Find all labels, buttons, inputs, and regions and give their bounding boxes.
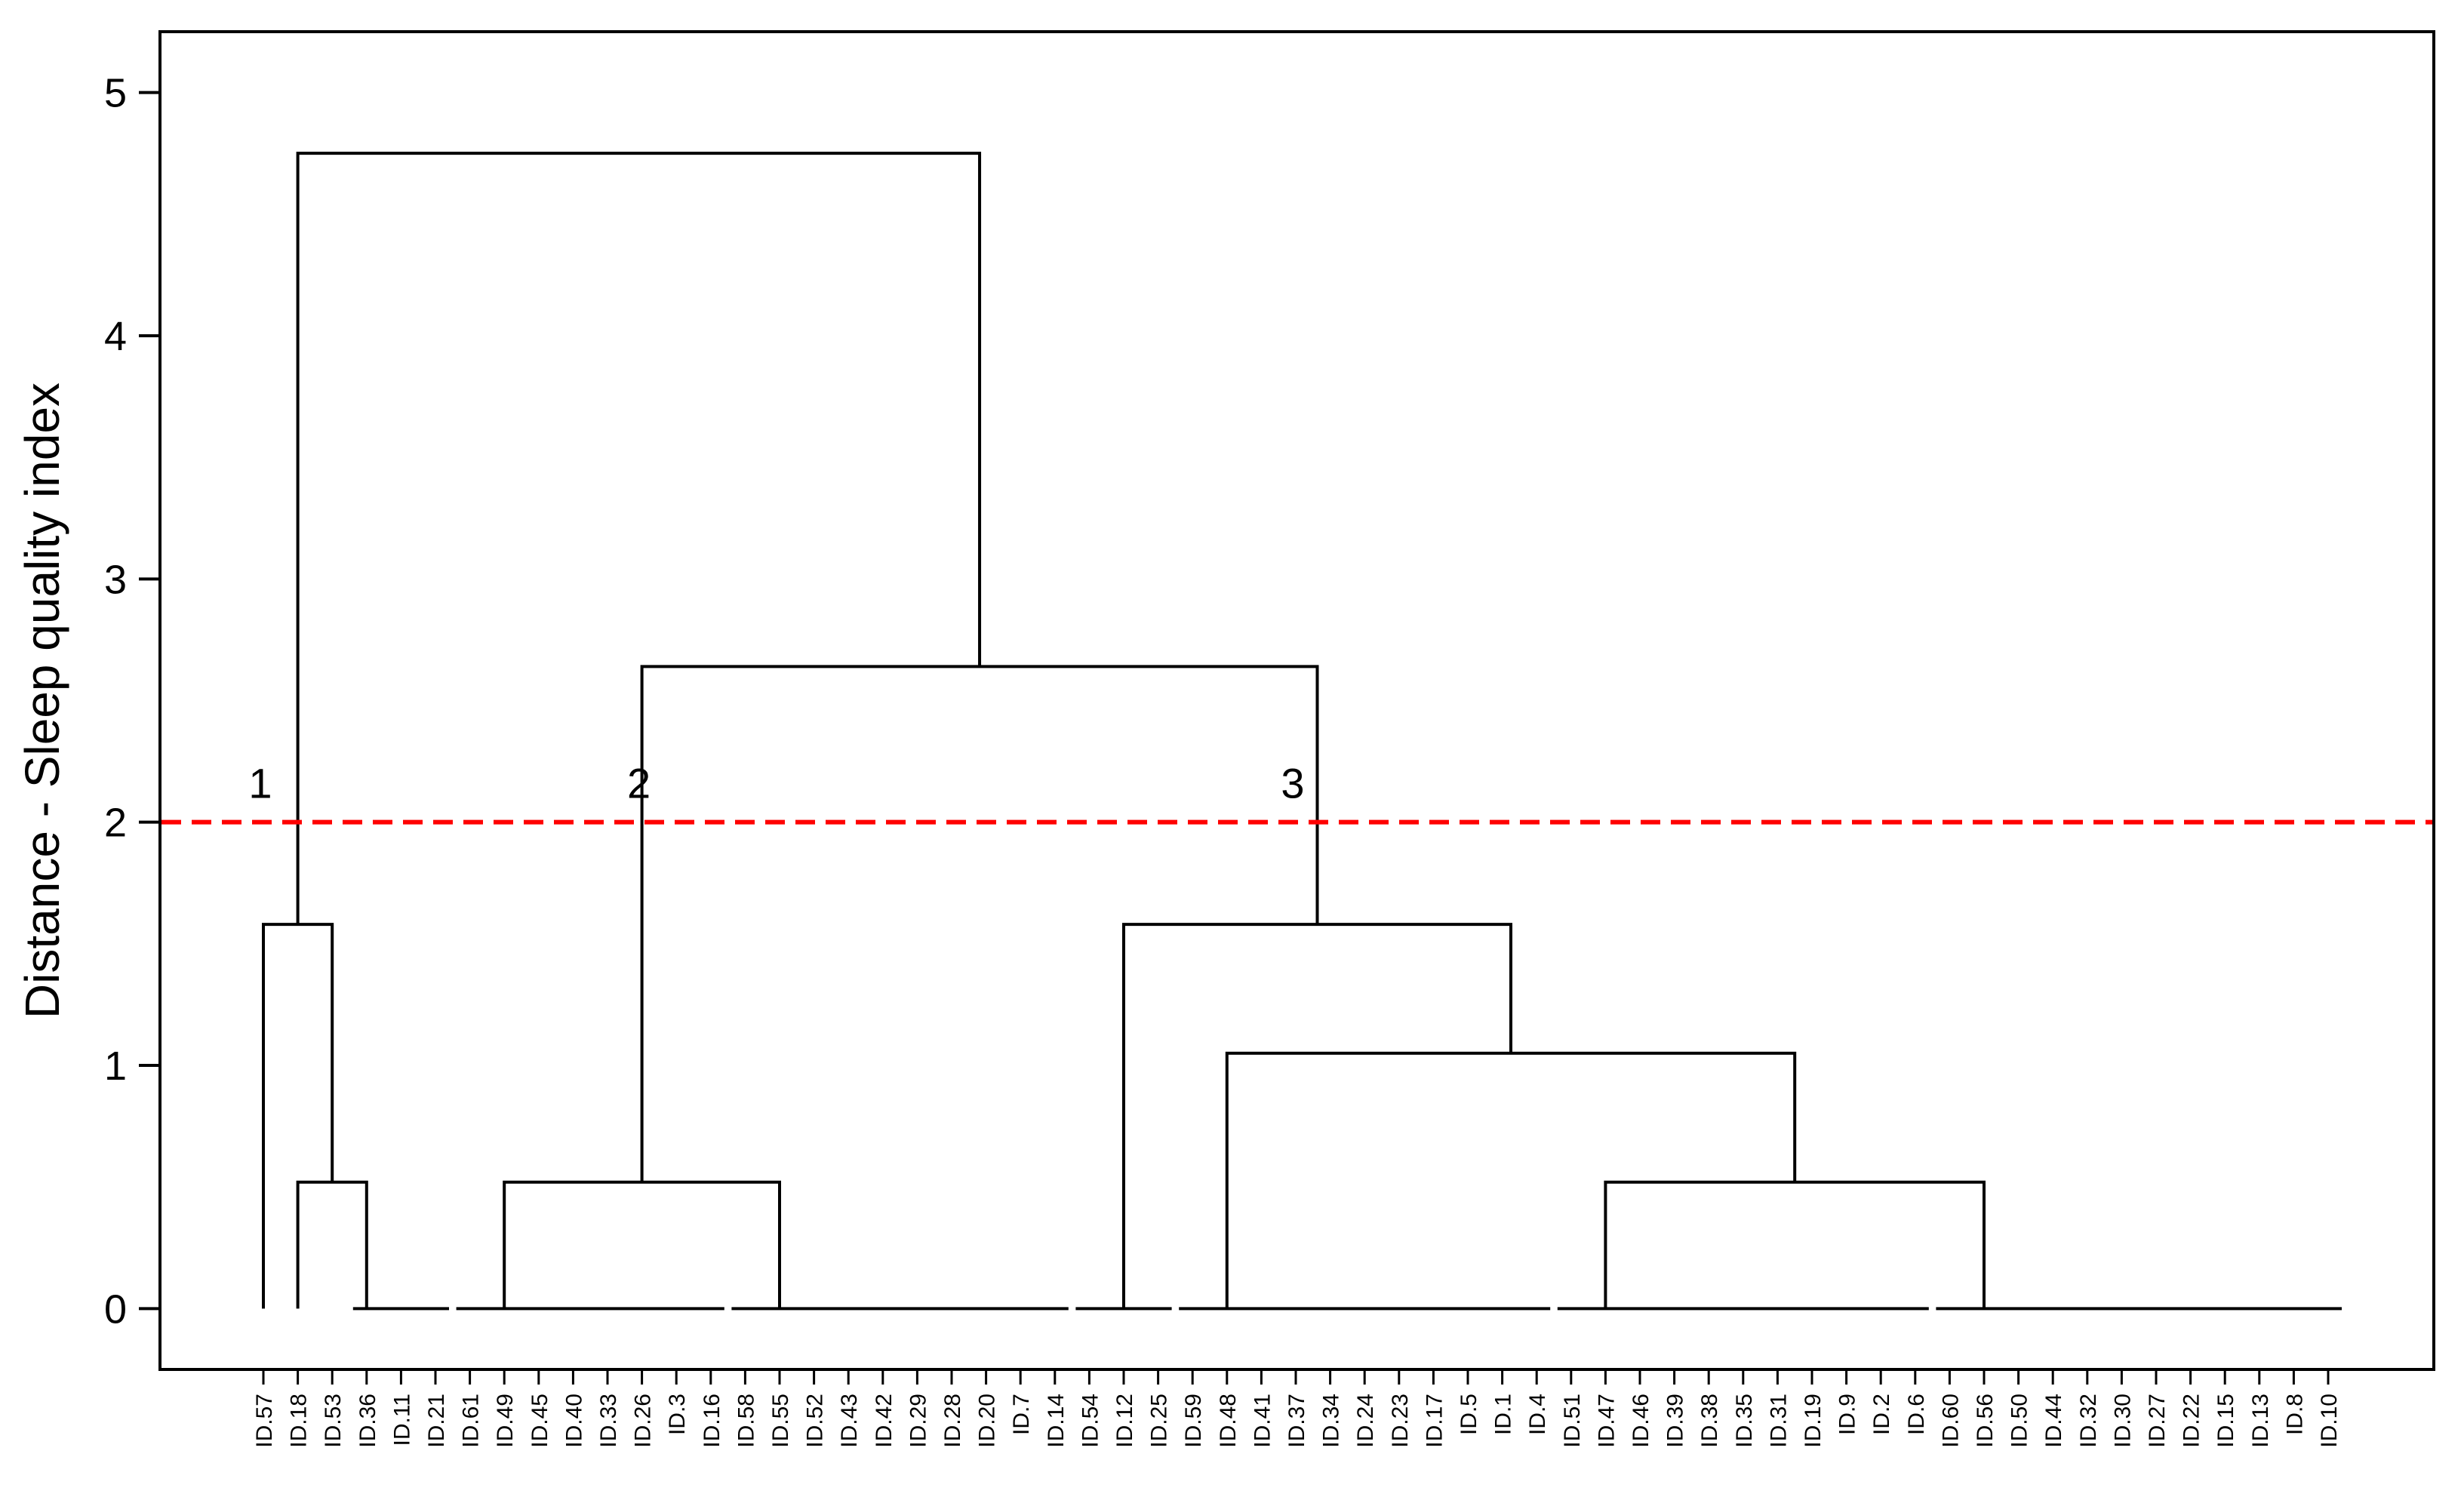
y-tick-label: 1 (104, 1043, 127, 1089)
leaf-label: ID.25 (1147, 1394, 1172, 1448)
leaf-label: ID.49 (493, 1394, 518, 1448)
leaf-label: ID.14 (1044, 1394, 1069, 1448)
leaf-label: ID.58 (734, 1394, 758, 1448)
leaf-label: ID.55 (768, 1394, 793, 1448)
leaf-label: ID.37 (1284, 1394, 1309, 1448)
leaf-label: ID.11 (389, 1394, 414, 1446)
cluster-label: 1 (248, 759, 272, 807)
merge-link (296, 1180, 368, 1309)
leaf-label: ID.2 (1869, 1394, 1894, 1435)
leaf-label: ID.50 (2007, 1394, 2032, 1448)
leaf-label: ID.18 (287, 1394, 312, 1448)
leaf-label: ID.12 (1112, 1394, 1137, 1448)
y-tick-label: 4 (104, 314, 127, 359)
leaf-label: ID.48 (1216, 1394, 1241, 1448)
leaf-label: ID.35 (1732, 1394, 1757, 1448)
leaf-label: ID.51 (1560, 1394, 1585, 1448)
leaf-label: ID.17 (1422, 1394, 1447, 1448)
leaf-label: ID.23 (1388, 1394, 1413, 1448)
y-tick-label: 2 (104, 801, 127, 846)
leaf-label: ID.22 (2179, 1394, 2204, 1448)
leaf-label: ID.28 (940, 1394, 965, 1448)
leaf-label: ID.40 (561, 1394, 586, 1448)
x-axis: ID.57 ID.18 ID.53 ID.36 ID.11 ID.21 ID.61 ID.49… (252, 1369, 2342, 1448)
dendrogram-tree (262, 152, 2342, 1311)
leaf-label: ID.47 (1594, 1394, 1619, 1448)
leaf-label: ID.45 (528, 1394, 552, 1448)
cluster-label: 2 (627, 759, 651, 807)
leaf-label: ID.46 (1629, 1394, 1653, 1448)
merge-link (503, 1180, 781, 1309)
leaf-label: ID.39 (1663, 1394, 1688, 1448)
leaf-label: ID.9 (1835, 1394, 1860, 1435)
leaf-label: ID.15 (2213, 1394, 2238, 1448)
merge-link (1122, 923, 1512, 1309)
leaf-label: ID.27 (2145, 1394, 2170, 1448)
merge-link (296, 152, 982, 925)
leaf-label: ID.4 (1525, 1394, 1550, 1435)
leaf-label: ID.56 (1973, 1394, 1998, 1448)
leaf-label: ID.38 (1697, 1394, 1722, 1448)
leaf-label: ID.54 (1078, 1394, 1103, 1448)
leaf-label: ID.16 (700, 1394, 724, 1448)
leaf-label: ID.30 (2110, 1394, 2135, 1448)
cluster-label: 3 (1281, 759, 1304, 807)
leaf-label: ID.36 (355, 1394, 380, 1448)
leaf-label: ID.41 (1250, 1394, 1275, 1448)
leaf-label: ID.10 (2317, 1394, 2342, 1448)
leaf-label: ID.29 (906, 1394, 931, 1448)
leaf-label: ID.42 (872, 1394, 897, 1448)
leaf-label: ID.33 (596, 1394, 621, 1448)
leaf-label: ID.44 (2041, 1394, 2066, 1448)
leaf-label: ID.5 (1457, 1394, 1481, 1435)
leaf-label: ID.20 (975, 1394, 1000, 1448)
y-tick-label: 5 (104, 71, 127, 116)
leaf-label: ID.13 (2248, 1394, 2273, 1448)
leaf-label: ID.6 (1904, 1394, 1929, 1435)
leaf-label: ID.53 (321, 1394, 346, 1448)
leaf-label: ID.32 (2076, 1394, 2101, 1448)
leaf-label: ID.31 (1766, 1394, 1791, 1448)
leaf-label: ID.3 (665, 1394, 690, 1435)
merge-link (1604, 1180, 1986, 1309)
leaf-label: ID.34 (1319, 1394, 1344, 1448)
leaf-label: ID.43 (837, 1394, 862, 1448)
leaf-label: ID.61 (459, 1394, 484, 1448)
plot-frame (158, 30, 2435, 1371)
merge-link (1225, 1051, 1797, 1309)
y-tick-label: 3 (104, 557, 127, 602)
leaf-label: ID.57 (252, 1394, 277, 1448)
leaf-label: ID.7 (1009, 1394, 1034, 1435)
y-axis: 0 1 2 3 4 5 (104, 71, 160, 1332)
leaf-label: ID.8 (2282, 1394, 2307, 1435)
leaf-label: ID.60 (1938, 1394, 1963, 1448)
leaf-label: ID.59 (1181, 1394, 1206, 1448)
leaf-label: ID.26 (631, 1394, 656, 1448)
cut-line-group: 1 2 3 (161, 759, 2432, 825)
leaf-label: ID.52 (803, 1394, 828, 1448)
y-tick-label: 0 (104, 1286, 127, 1332)
leaf-label: ID.24 (1353, 1394, 1378, 1448)
leaf-label: ID.1 (1491, 1394, 1516, 1435)
leaf-label: ID.19 (1801, 1394, 1826, 1448)
y-axis-label: Distance - Sleep quality index (15, 383, 69, 1019)
leaf-label: ID.21 (424, 1394, 449, 1448)
